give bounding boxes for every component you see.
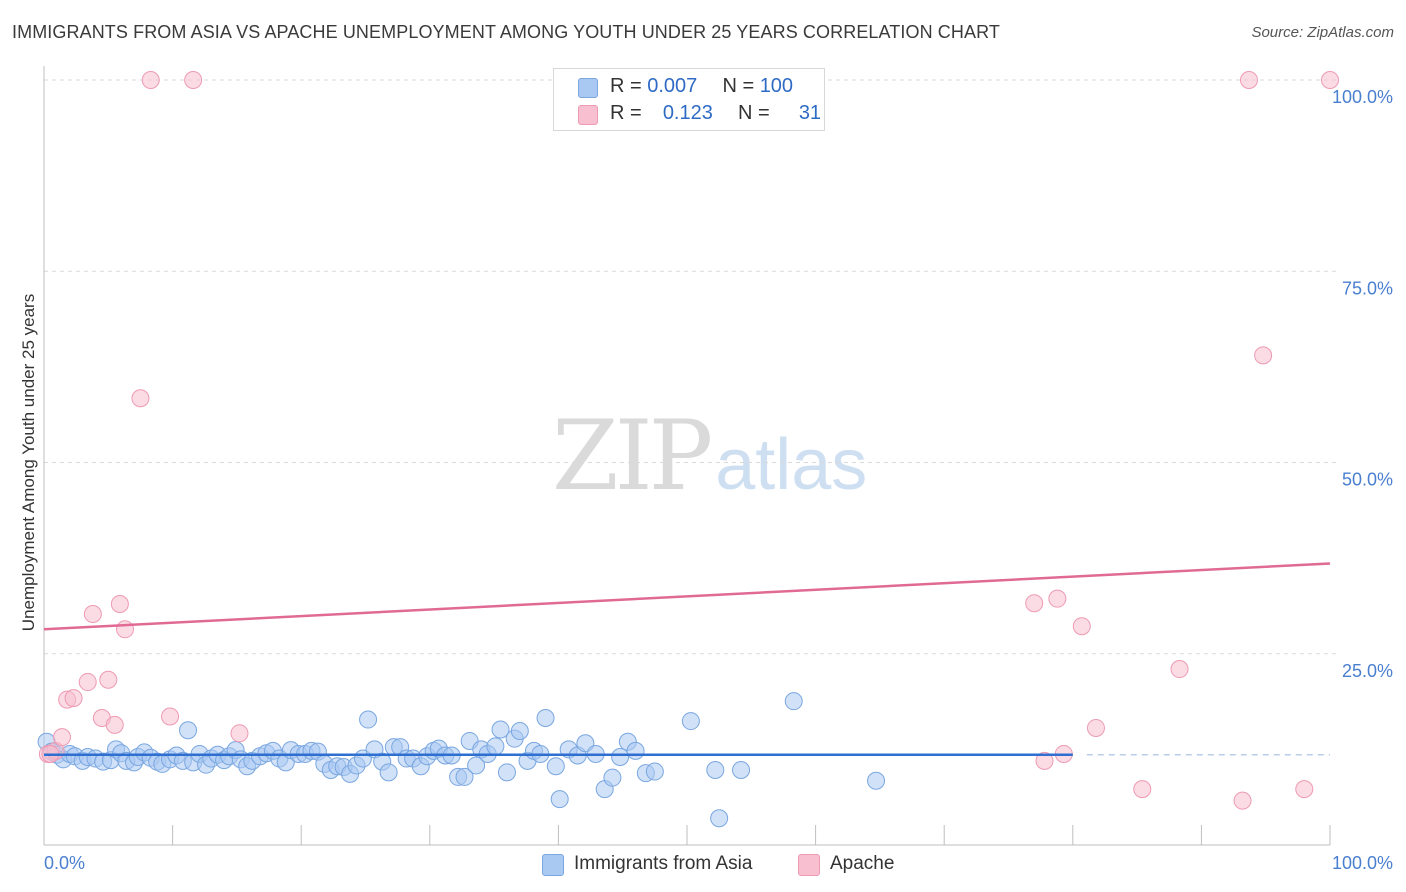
asia-point [510,722,529,741]
legend-n-value-apache: 31 [798,102,822,124]
asia-point [681,712,700,731]
legend-n-label: N = [738,102,770,124]
x-tick-label: 0.0% [44,853,85,873]
apache-point [1048,589,1067,608]
asia-point [491,720,510,739]
legend-swatch-apache [798,854,820,876]
asia-point [867,771,886,790]
chart-title: IMMIGRANTS FROM ASIA VS APACHE UNEMPLOYM… [12,22,1000,42]
asia-point [486,737,505,756]
watermark-zip: ZIP [552,400,713,512]
apache-point [161,707,180,726]
asia-point [611,748,630,767]
asia-point [379,763,398,782]
apache-point [1086,718,1105,737]
apache-point [1025,594,1044,613]
apache-point [184,71,203,89]
legend-r-value-apache: 0.123 [662,102,713,124]
legend-swatch-asia [578,78,598,98]
apache-trend-line [43,562,1331,631]
apache-point [64,689,83,708]
y-tick-label: 25.0% [1342,661,1393,681]
asia-point [645,762,664,781]
apache-point [131,389,150,408]
apache-point [53,728,72,747]
legend-r-label: R = [610,102,642,124]
apache-point [1072,617,1091,636]
legend-n-value-asia: 100 [759,75,794,97]
asia-point [546,757,565,776]
apache-point [1035,751,1054,770]
apache-point [230,724,249,743]
apache-point [1239,71,1258,89]
apache-point [1133,780,1152,799]
apache-point [1170,660,1189,679]
legend-swatch-apache [578,105,598,125]
apache-point [83,604,102,623]
legend-label-apache: Apache [830,853,895,874]
y-tick-label: 50.0% [1342,470,1393,490]
asia-point [455,767,474,786]
apache-point [99,670,118,689]
asia-point [784,692,803,711]
y-tick-label: 75.0% [1342,278,1393,298]
legend-swatch-asia [542,854,564,876]
asia-point [550,790,569,809]
apache-point [116,620,135,639]
apache-point [105,715,124,734]
asia-point [732,761,751,780]
asia-point [467,756,486,775]
apache-point [110,595,129,614]
asia-point [536,709,555,728]
asia-point [603,768,622,787]
asia-point [179,721,198,740]
source-credit: Source: ZipAtlas.com [1251,24,1394,41]
legend-label-asia: Immigrants from Asia [574,853,753,874]
x-tick-label: 100.0% [1332,853,1393,873]
legend-n-label: N = [722,75,755,97]
zipatlas-watermark: ZIPatlas [552,400,867,512]
apache-point [1321,71,1339,89]
apache-point [1233,791,1252,810]
asia-point [626,741,645,760]
asia-point [497,763,516,782]
apache-point [78,673,97,692]
legend-r-value-asia: 0.007 [647,75,698,97]
series-legend: Immigrants from Asia Apache [0,850,1406,878]
y-axis-title: Unemployment Among Youth under 25 years [19,294,38,631]
y-tick-label: 100.0% [1332,87,1393,107]
asia-point [706,761,725,780]
apache-point [141,71,160,89]
apache-point [1254,346,1273,365]
apache-point [1295,780,1314,799]
asia-point [710,809,729,828]
correlation-legend: R = 0.007 N = 100 R = 0.123 N = 31 [553,68,825,131]
asia-point [359,710,378,729]
watermark-atlas: atlas [715,425,868,505]
legend-r-label: R = [610,75,642,97]
